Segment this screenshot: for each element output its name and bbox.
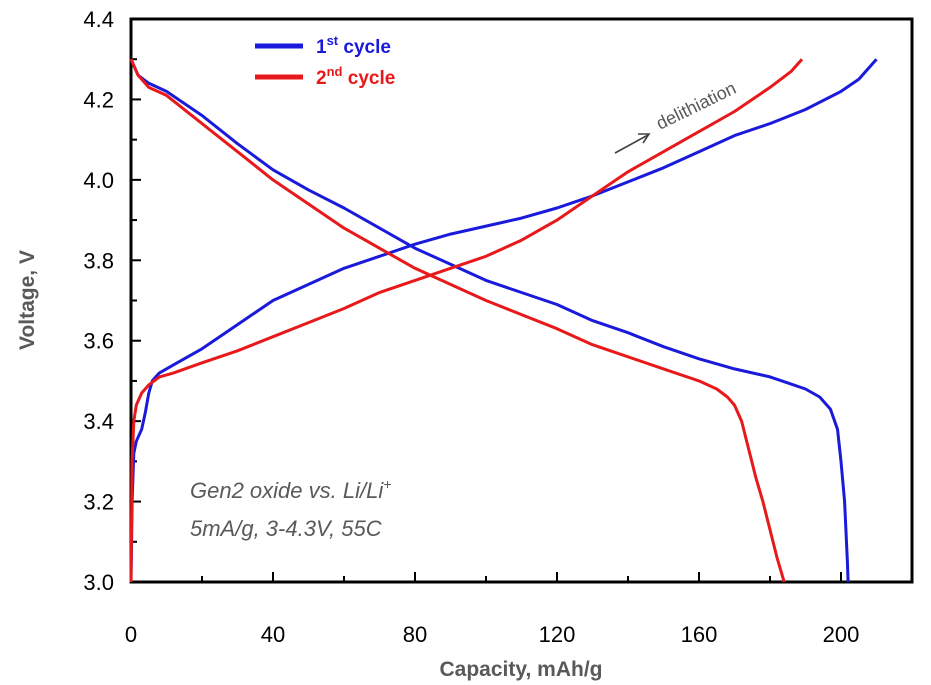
legend-label-2nd-cycle: 2nd cycle: [316, 64, 395, 89]
x-tick-label: 160: [681, 622, 718, 647]
legend: 1st cycle 2nd cycle: [255, 33, 395, 89]
y-tick-label: 4.2: [83, 87, 114, 112]
delithiation-label: delithiation: [653, 78, 739, 134]
note-line-1: Gen2 oxide vs. Li/Li+: [190, 476, 391, 503]
y-axis-ticks: 3.0 3.2 3.4 3.6 3.8 4.0 4.2 4.4: [83, 7, 141, 595]
x-tick-label: 120: [539, 622, 576, 647]
y-tick-label: 4.4: [83, 7, 114, 32]
y-tick-label: 4.0: [83, 168, 114, 193]
delithiation-arrowhead-icon: [638, 133, 651, 144]
x-tick-label: 40: [261, 622, 285, 647]
y-tick-label: 3.0: [83, 570, 114, 595]
series-line-2nd-cycle-discharge: [129, 58, 786, 583]
x-tick-label: 0: [125, 622, 137, 647]
x-axis-title: Capacity, mAh/g: [440, 658, 603, 681]
note-line-2: 5mA/g, 3-4.3V, 55C: [190, 516, 382, 541]
series-layer: [129, 58, 878, 583]
series-line-1st-cycle-discharge: [129, 58, 850, 583]
experiment-note: Gen2 oxide vs. Li/Li+ 5mA/g, 3-4.3V, 55C: [190, 476, 391, 541]
y-tick-label: 3.4: [83, 409, 114, 434]
x-axis-ticks: 0 40 80 120 160 200: [125, 572, 913, 647]
series-line-1st-cycle-charge: [129, 58, 878, 583]
series-line-2nd-cycle-charge: [129, 58, 804, 583]
delithiation-arrow-icon: [614, 134, 649, 154]
y-tick-label: 3.2: [83, 490, 114, 515]
y-tick-label: 3.6: [83, 329, 114, 354]
y-tick-label: 3.8: [83, 248, 114, 273]
x-tick-label: 200: [823, 622, 860, 647]
x-tick-label: 80: [403, 622, 427, 647]
legend-label-1st-cycle: 1st cycle: [316, 33, 391, 58]
y-axis-title: Voltage, V: [16, 250, 39, 350]
